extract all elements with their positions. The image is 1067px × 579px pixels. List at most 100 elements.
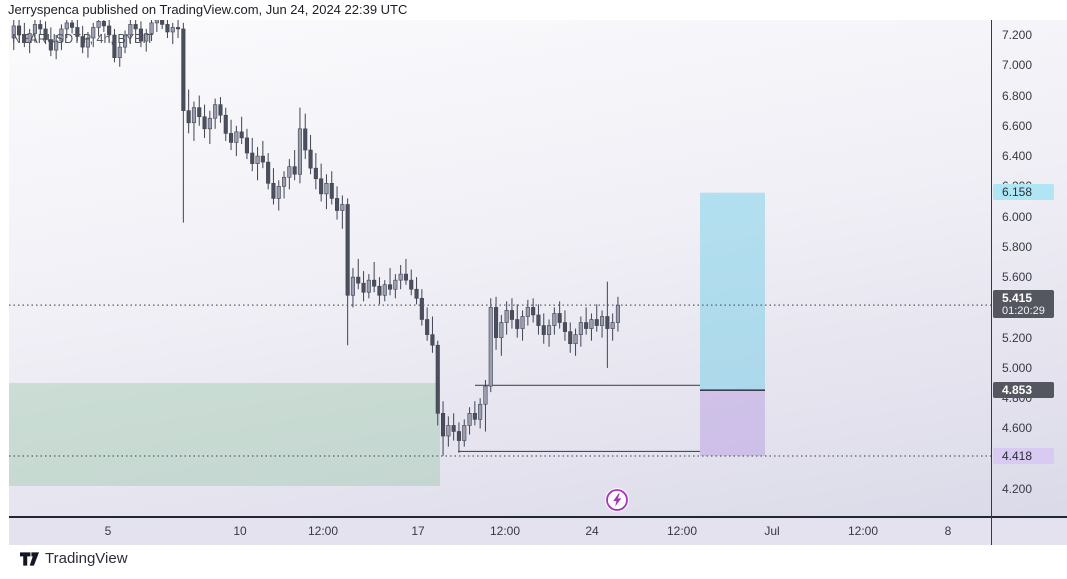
price-tick: 6.000 [1002,209,1033,224]
candle [144,33,149,42]
candle [255,155,260,164]
candle [250,152,255,164]
candle [27,33,32,43]
candle [117,46,122,58]
candle [366,279,371,293]
candle [170,27,175,33]
candle [451,425,456,432]
candle [456,431,462,441]
candle [48,39,53,51]
candle [229,133,234,143]
candle [493,307,499,338]
price-tick: 5.800 [1002,239,1033,254]
current-price-value: 5.415 [1002,291,1033,306]
candle [467,413,472,426]
candle [568,331,573,345]
time-tick: 12:00 [489,524,521,538]
candle [260,155,265,163]
lightning-button[interactable] [604,487,630,513]
candle [440,413,446,437]
candle [446,425,451,437]
candle [197,107,202,118]
price-axis[interactable]: 4.2004.4004.6004.8005.0005.2005.6005.800… [992,20,1067,517]
candle [59,28,64,42]
time-tick: 10 [233,524,247,538]
candle [334,198,340,211]
candle [17,25,22,36]
candle [372,279,377,287]
candle [414,288,419,299]
chart-plot-area[interactable] [9,20,991,517]
time-tick: 8 [944,524,952,538]
candle [176,27,181,30]
candle [387,284,393,290]
candle [213,104,218,119]
candle [202,116,207,130]
lightning-bolt-icon [613,493,622,507]
candle [303,128,308,151]
candle [409,279,414,290]
candle [462,425,467,441]
demand-zone-rect[interactable] [9,383,440,486]
candle [329,183,334,199]
symbol-legend[interactable]: NEARUSDT.P, 4h, BYBIT [12,32,154,46]
candle [430,334,435,346]
tradingview-wordmark: TradingView [45,550,128,567]
candle [472,413,477,420]
price-axis-separator [991,20,992,545]
entry-price-value: 4.853 [1002,382,1033,397]
price-tick: 4.600 [1002,421,1033,436]
candle [287,166,292,178]
candle [541,325,546,335]
candle [478,403,483,420]
candle [276,186,281,199]
candle [239,131,244,139]
price-tick: 5.000 [1002,360,1033,375]
candle [435,344,440,414]
long-position-target-zone[interactable] [700,192,765,391]
bar-countdown: 01:20:29 [1002,305,1045,318]
candle [133,24,138,30]
price-tick: 6.400 [1002,149,1033,164]
long-position-stop-zone[interactable] [700,390,765,457]
candle [403,273,409,281]
candle [165,24,170,33]
candle [382,284,387,296]
candle [605,316,610,329]
time-axis[interactable]: 5 10 12:00 17 12:00 24 12:00 Jul 12:00 8 [9,517,1067,545]
footer-bar: TradingView [0,545,1067,579]
candle [589,319,594,329]
time-tick: 5 [104,524,112,538]
candle [43,28,48,40]
candle [218,104,223,116]
price-tick: 4.200 [1002,481,1033,496]
candle [509,310,515,320]
candle [324,183,329,195]
tradingview-logo-icon[interactable] [20,552,39,566]
left-margin [0,20,9,545]
candle [181,28,186,111]
candle [599,316,605,326]
candle [578,322,583,335]
candle [340,204,345,211]
time-tick: 17 [411,524,425,538]
attribution-text: Jerryspenca published on TradingView.com… [8,0,1067,20]
candle [594,319,599,326]
candle [107,25,112,36]
candle [573,334,578,345]
candle [557,313,562,323]
candle [356,276,361,284]
candle [584,322,589,329]
candle [308,149,313,169]
candle [112,34,117,58]
candle [271,183,276,199]
target-price-label: 6.158 [993,184,1054,201]
candle [80,36,85,48]
candle [319,178,324,195]
candle [266,161,271,184]
candle [91,27,96,39]
candle [191,107,196,124]
candle [499,322,504,338]
candle [393,279,398,290]
